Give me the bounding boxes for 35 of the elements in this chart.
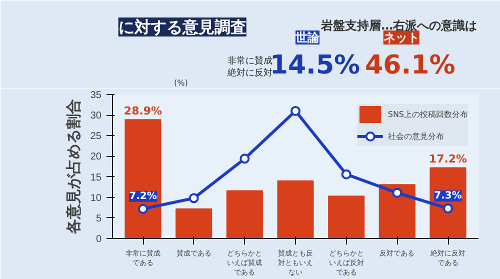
y-tick-label: 10	[90, 192, 102, 204]
data-label: 7.2%	[129, 190, 157, 202]
data-label: 7.3%	[434, 190, 462, 202]
text: 非常に賛成	[227, 56, 272, 66]
data-label: 28.9%	[124, 104, 162, 118]
text: 46.1%	[365, 50, 456, 80]
point	[240, 154, 250, 164]
y-tick-label: 35	[90, 90, 102, 101]
point	[341, 169, 352, 180]
bar	[378, 184, 416, 238]
bar	[176, 208, 212, 238]
y-tick-label: 30	[90, 110, 102, 122]
y-tick-label: 25	[90, 131, 102, 142]
text: 岩盤支持層…右派への意識は	[320, 18, 478, 32]
point	[290, 106, 300, 116]
y-tick-label: 5	[96, 213, 102, 224]
y-axis-title: 各意見が占める割合	[64, 99, 82, 235]
y-tick-label: 0	[96, 234, 102, 245]
bar	[226, 190, 263, 238]
legend-label: 社会の意見分布	[388, 130, 444, 142]
data-label: 17.2%	[428, 152, 468, 166]
bar	[277, 180, 314, 238]
point	[392, 188, 402, 198]
text: (%)	[174, 78, 188, 88]
y-tick-label: 15	[90, 172, 102, 184]
bar	[124, 119, 162, 238]
y-tick-label: 20	[90, 152, 102, 163]
text: ネット	[383, 30, 420, 44]
chart-title: に対する意見調査	[118, 18, 246, 36]
point	[443, 203, 453, 214]
bar	[328, 196, 365, 238]
point	[138, 204, 148, 214]
point	[188, 193, 199, 204]
legend-label: SNS上の投稿回数分布	[388, 108, 468, 120]
text: 世論	[294, 30, 320, 44]
